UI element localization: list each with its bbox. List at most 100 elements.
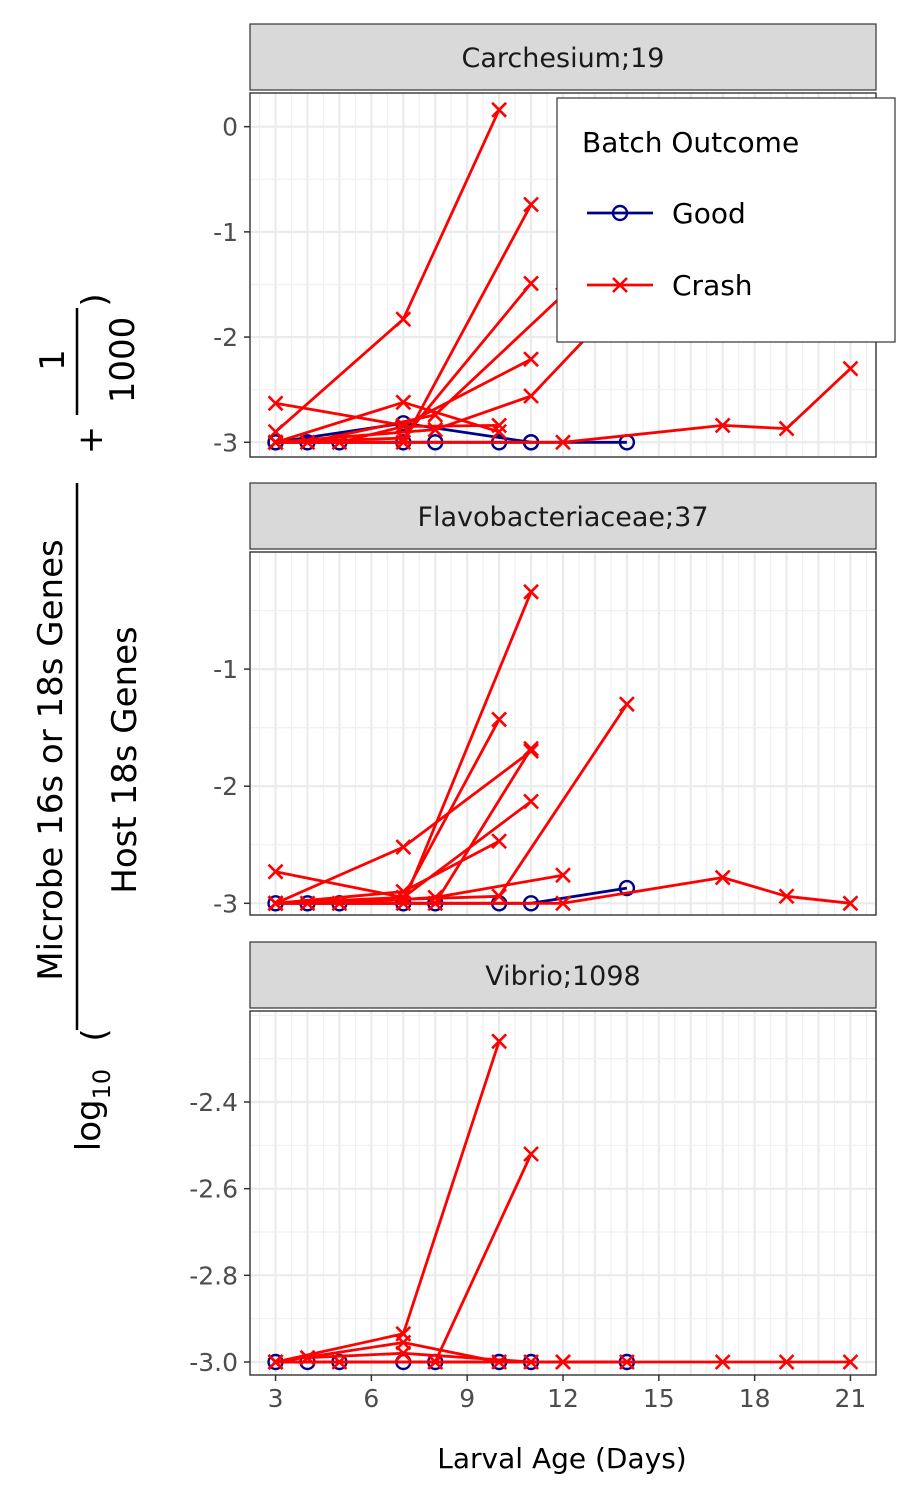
y-axis-log-text: log (69, 1099, 109, 1151)
y-axis-denominator: Host 18s Genes (105, 626, 145, 893)
series-line (275, 421, 532, 444)
series-group (267, 583, 859, 912)
data-point (523, 1146, 539, 1162)
panel-strip (249, 482, 877, 550)
x-axis-title: Larval Age (Days) (437, 1442, 686, 1475)
series-crash (267, 360, 859, 451)
data-point (523, 351, 539, 368)
x-tick-label: 12 (547, 1384, 579, 1413)
panel-vibrio-1098: Vibrio;1098 -3.0 -2.8 -2.6 -2.4 (189, 941, 877, 1377)
y-axis-const-numerator: 1 (33, 349, 73, 371)
y-axis-right-paren: ) (75, 293, 115, 306)
data-point (395, 418, 412, 435)
series-crash (267, 1354, 859, 1370)
x-axis: 3 6 9 12 15 18 21 (268, 1375, 867, 1413)
data-point (491, 1033, 508, 1050)
x-tick-label: 15 (643, 1384, 675, 1413)
data-point (618, 696, 635, 713)
legend-entry-crash: Crash (587, 269, 753, 302)
y-tick-label: -1 (213, 655, 238, 684)
x-tick-label: 21 (835, 1384, 867, 1413)
y-axis-const-denominator: 1000 (103, 317, 143, 404)
legend-label: Crash (672, 269, 753, 302)
data-point (395, 311, 412, 328)
y-axis-log-subscript: 10 (88, 1069, 116, 1100)
panel-title: Carchesium;19 (462, 43, 665, 74)
y-tick-label: -2.8 (189, 1261, 238, 1290)
data-point (267, 1354, 284, 1370)
panel-flavobacteriaceae-37: Flavobacteriaceae;37 -3 -2 -1 (213, 482, 877, 918)
panel-strip (249, 23, 877, 91)
data-point (523, 275, 539, 292)
data-point (267, 895, 284, 912)
x-tick-label: 6 (363, 1384, 379, 1413)
legend-key-marker (612, 277, 628, 293)
data-point (778, 420, 795, 437)
data-point (555, 867, 571, 884)
data-point (714, 869, 731, 886)
x-tick-label: 9 (459, 1384, 475, 1413)
data-point (714, 417, 731, 434)
x-tick-label: 3 (268, 1384, 284, 1413)
data-point (491, 417, 508, 434)
data-point (395, 1345, 412, 1362)
series-group (267, 1033, 859, 1371)
y-axis-title-log: log10 (69, 1069, 116, 1151)
data-point (523, 740, 539, 757)
data-point (267, 434, 284, 451)
data-point (523, 196, 539, 213)
panel-title: Flavobacteriaceae;37 (417, 502, 708, 533)
data-point (395, 839, 412, 856)
data-point (491, 711, 508, 728)
data-point (267, 395, 284, 412)
y-tick-label: -1 (213, 218, 238, 247)
y-tick-label: -2.6 (189, 1175, 238, 1204)
y-axis-ticks: -3.0 -2.8 -2.6 -2.4 (189, 1088, 250, 1377)
y-axis-numerator: Microbe 16s or 18s Genes (31, 539, 71, 980)
data-point (491, 423, 508, 440)
series-crash (267, 869, 859, 912)
data-point (842, 360, 859, 377)
panel-title: Vibrio;1098 (485, 961, 640, 992)
data-point (491, 888, 508, 905)
y-tick-label: -3 (213, 889, 238, 918)
y-axis-plus: + (71, 426, 111, 455)
data-point (555, 1354, 571, 1370)
data-point (491, 101, 508, 118)
data-point (523, 793, 539, 810)
data-point (395, 883, 412, 900)
y-tick-label: -2 (213, 772, 238, 801)
legend: Batch Outcome Good Crash (556, 97, 896, 343)
data-point (523, 583, 539, 600)
y-tick-label: -3 (213, 428, 238, 457)
data-point (842, 895, 859, 912)
panel-strip (249, 941, 877, 1009)
data-point (267, 863, 284, 880)
data-point (778, 1354, 795, 1370)
data-point (842, 1354, 859, 1370)
y-axis-ticks: -3 -2 -1 0 (213, 113, 250, 457)
legend-entries: Good Crash (587, 197, 753, 302)
data-point (427, 406, 444, 423)
data-point (555, 895, 571, 912)
series-crash (299, 1345, 539, 1370)
data-point (778, 888, 795, 905)
legend-label: Good (672, 197, 746, 230)
y-tick-label: -2.4 (189, 1088, 238, 1117)
series-line (275, 294, 628, 444)
legend-box (556, 97, 896, 343)
data-point (618, 879, 636, 897)
data-point (555, 434, 571, 451)
legend-entry-good: Good (587, 197, 746, 230)
y-axis-ticks: -3 -2 -1 (213, 655, 250, 918)
data-point (395, 394, 412, 411)
panel-border (249, 551, 877, 916)
legend-key-marker (611, 204, 629, 222)
legend-title: Batch Outcome (582, 126, 799, 159)
x-tick-label: 18 (739, 1384, 771, 1413)
y-axis-title: log10 ( Microbe 16s or 18s Genes Host 18… (31, 293, 145, 1151)
y-tick-label: 0 (222, 113, 238, 142)
y-axis-left-paren: ( (75, 1028, 115, 1041)
data-point (714, 1354, 731, 1370)
